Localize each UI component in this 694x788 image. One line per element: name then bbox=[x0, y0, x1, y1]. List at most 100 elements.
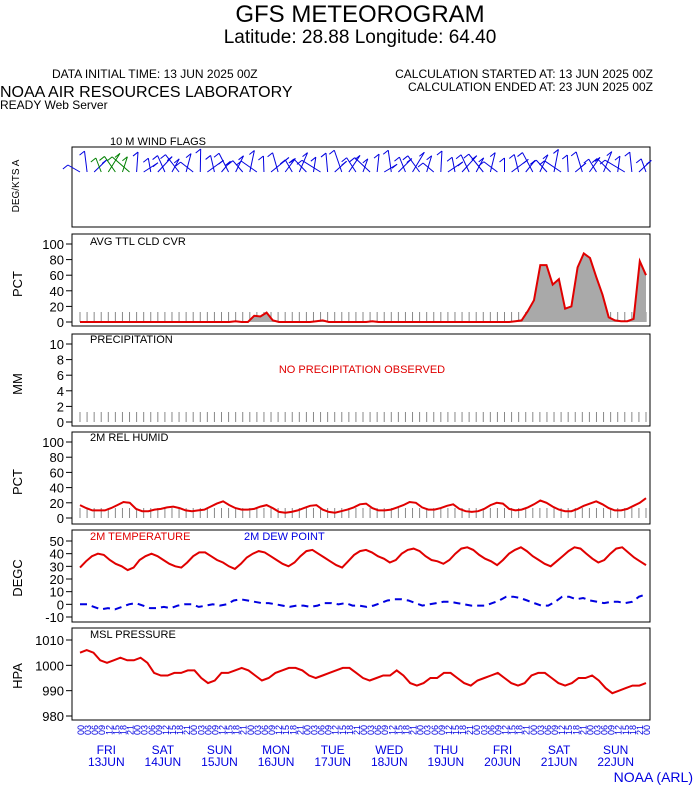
humid-ytick-label: 60 bbox=[50, 465, 64, 480]
wind-barb-flag bbox=[160, 154, 166, 160]
dew-legend-label: 2M DEW POINT bbox=[244, 531, 325, 543]
precip-panel-title: PRECIPITATION bbox=[90, 334, 173, 346]
hour-label: 03 bbox=[253, 725, 263, 735]
wind-barb bbox=[180, 161, 194, 173]
wind-barb bbox=[210, 155, 215, 173]
page-subtitle: Latitude: 28.88 Longitude: 64.40 bbox=[224, 27, 497, 48]
hour-label: 21 bbox=[578, 725, 588, 735]
hour-label: 09 bbox=[324, 725, 334, 735]
wind-barb-flag bbox=[419, 151, 425, 157]
pressure-ytick-label: 1010 bbox=[35, 633, 64, 648]
hour-label: 21 bbox=[239, 725, 249, 735]
hour-label: 06 bbox=[600, 725, 610, 735]
hour-label: 21 bbox=[126, 725, 136, 735]
wind-barb bbox=[235, 155, 244, 173]
wind-barb bbox=[522, 152, 534, 173]
hour-label: 18 bbox=[175, 725, 185, 735]
humid-panel-title: 2M REL HUMID bbox=[90, 432, 168, 444]
hour-label: 06 bbox=[147, 725, 157, 735]
wind-barb bbox=[489, 152, 496, 173]
wind-barb-flag bbox=[143, 157, 149, 163]
hour-label: 00 bbox=[246, 725, 256, 735]
cloud-ytick-label: 40 bbox=[50, 284, 64, 299]
hour-label: 21 bbox=[295, 725, 305, 735]
wind-barb-flag bbox=[539, 160, 545, 166]
humid-axis-label: PCT bbox=[10, 469, 25, 495]
wind-barb bbox=[513, 154, 520, 173]
wind-barb-flag bbox=[591, 158, 598, 163]
wind-barb-flag bbox=[288, 158, 295, 164]
hour-label: 12 bbox=[161, 725, 171, 735]
wind-barb bbox=[157, 155, 166, 173]
wind-barb-flag bbox=[455, 154, 462, 160]
wind-barb bbox=[440, 151, 443, 173]
wind-barb bbox=[407, 155, 421, 173]
wind-panel-frame bbox=[71, 146, 651, 228]
cloud-panel-title: AVG TTL CLD CVR bbox=[90, 236, 186, 248]
hour-label: 12 bbox=[444, 725, 454, 735]
wind-barb bbox=[535, 159, 548, 173]
day-date-label: 16JUN bbox=[258, 755, 295, 769]
hour-label: 21 bbox=[409, 725, 419, 735]
wind-barb-flag bbox=[614, 155, 621, 161]
day-dow-label: FRI bbox=[97, 743, 116, 757]
wind-barb-flag bbox=[457, 161, 464, 167]
precip-ytick-label: 6 bbox=[57, 368, 64, 383]
wind-panel-title: 10 M WIND FLAGS bbox=[110, 136, 206, 148]
precip-ytick-label: 4 bbox=[57, 384, 64, 399]
wind-barb bbox=[539, 154, 549, 173]
temp-ytick-label: 50 bbox=[50, 534, 64, 549]
wind-barb-flag bbox=[391, 163, 398, 169]
wind-barb-flag bbox=[624, 151, 631, 157]
hour-label: 09 bbox=[267, 725, 277, 735]
hour-label: 00 bbox=[133, 725, 143, 735]
hour-label: 21 bbox=[465, 725, 475, 735]
hour-label: 00 bbox=[529, 725, 539, 735]
wind-barb-flag bbox=[580, 162, 587, 168]
precip-axis-label: MM bbox=[10, 373, 25, 395]
cloud-ytick-label: 80 bbox=[50, 253, 64, 268]
day-date-label: 20JUN bbox=[484, 755, 521, 769]
wind-barb-flag bbox=[302, 152, 308, 158]
wind-barb-flag bbox=[279, 159, 286, 165]
cloud-ytick-label: 0 bbox=[57, 315, 64, 330]
day-dow-label: SAT bbox=[152, 743, 175, 757]
wind-barb-flag bbox=[106, 156, 113, 162]
hour-label: 12 bbox=[614, 725, 624, 735]
wind-barb bbox=[398, 156, 406, 173]
hour-label: 09 bbox=[380, 725, 390, 735]
wind-barb-flag bbox=[310, 156, 317, 162]
wind-barb bbox=[136, 152, 139, 173]
day-date-label: 13JUN bbox=[88, 755, 125, 769]
wind-barb bbox=[147, 158, 152, 173]
precip-message: NO PRECIPITATION OBSERVED bbox=[279, 364, 445, 376]
temp-ytick-label: 20 bbox=[50, 572, 64, 587]
wind-barb-flag bbox=[530, 159, 537, 165]
temp-panel-frame bbox=[71, 529, 651, 623]
wind-barb bbox=[121, 156, 128, 173]
wind-barb-flag bbox=[508, 154, 515, 159]
wind-barb bbox=[362, 158, 369, 173]
wind-barb-flag bbox=[635, 158, 642, 164]
wind-barb-flag bbox=[542, 154, 549, 160]
wind-barb bbox=[312, 157, 317, 173]
wind-barb bbox=[468, 153, 484, 173]
wind-barb bbox=[426, 155, 433, 173]
wind-barb-flag bbox=[173, 158, 180, 164]
wind-barb-flag bbox=[341, 160, 347, 166]
hour-label: 00 bbox=[76, 725, 86, 735]
wind-barb bbox=[376, 154, 380, 173]
cloud-ytick-label: 60 bbox=[50, 268, 64, 283]
wind-barb-flag bbox=[646, 160, 652, 165]
wind-barb bbox=[262, 155, 265, 173]
wind-barb bbox=[249, 150, 255, 173]
day-dow-label: WED bbox=[375, 743, 403, 757]
hour-label: 09 bbox=[607, 725, 617, 735]
wind-barb bbox=[460, 154, 470, 173]
wind-barb-flag bbox=[79, 150, 85, 156]
hour-label: 06 bbox=[430, 725, 440, 735]
hour-label: 12 bbox=[274, 725, 284, 735]
hour-label: 12 bbox=[501, 725, 511, 735]
wind-barb-flag bbox=[553, 149, 559, 154]
